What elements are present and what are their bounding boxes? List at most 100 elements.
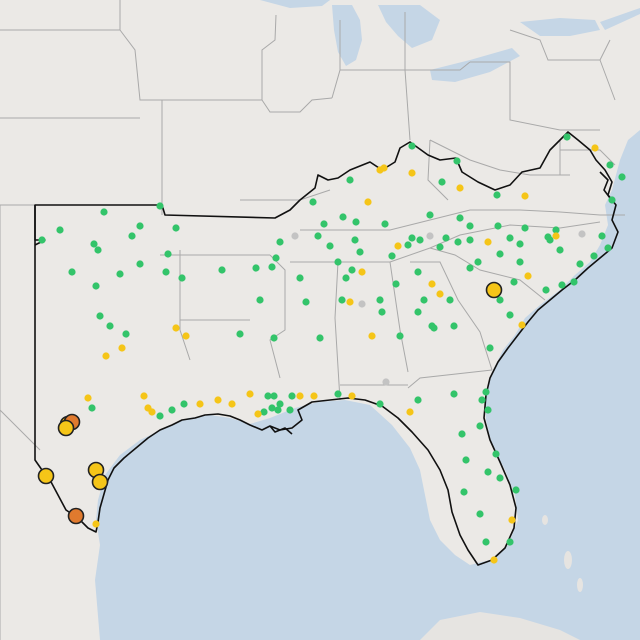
green-marker[interactable] — [476, 422, 484, 430]
yellow-marker[interactable] — [296, 392, 304, 400]
green-marker[interactable] — [604, 244, 612, 252]
green-marker[interactable] — [180, 400, 188, 408]
green-marker[interactable] — [252, 264, 260, 272]
yellow-marker[interactable] — [348, 392, 356, 400]
green-marker[interactable] — [496, 296, 504, 304]
green-marker[interactable] — [172, 224, 180, 232]
green-marker[interactable] — [416, 236, 424, 244]
green-marker[interactable] — [408, 234, 416, 242]
green-marker[interactable] — [476, 510, 484, 518]
yellow-marker[interactable] — [118, 344, 126, 352]
green-marker[interactable] — [392, 280, 400, 288]
green-marker[interactable] — [494, 222, 502, 230]
green-marker[interactable] — [484, 406, 492, 414]
green-marker[interactable] — [414, 308, 422, 316]
yellow-marker[interactable] — [358, 268, 366, 276]
green-marker[interactable] — [436, 243, 444, 251]
large-yellow-marker[interactable] — [485, 281, 503, 299]
green-marker[interactable] — [320, 220, 328, 228]
green-marker[interactable] — [506, 538, 514, 546]
yellow-marker[interactable] — [196, 400, 204, 408]
green-marker[interactable] — [484, 468, 492, 476]
green-marker[interactable] — [264, 392, 272, 400]
yellow-marker[interactable] — [214, 396, 222, 404]
green-marker[interactable] — [466, 236, 474, 244]
yellow-marker[interactable] — [521, 192, 529, 200]
green-marker[interactable] — [156, 202, 164, 210]
green-marker[interactable] — [346, 176, 354, 184]
green-marker[interactable] — [462, 456, 470, 464]
green-marker[interactable] — [268, 263, 276, 271]
green-marker[interactable] — [56, 226, 64, 234]
green-marker[interactable] — [274, 406, 282, 414]
green-marker[interactable] — [474, 258, 482, 266]
green-marker[interactable] — [106, 322, 114, 330]
green-marker[interactable] — [426, 211, 434, 219]
green-marker[interactable] — [486, 344, 494, 352]
yellow-marker[interactable] — [254, 410, 262, 418]
yellow-marker[interactable] — [364, 198, 372, 206]
green-marker[interactable] — [162, 268, 170, 276]
green-marker[interactable] — [492, 450, 500, 458]
green-marker[interactable] — [493, 191, 501, 199]
green-marker[interactable] — [563, 133, 571, 141]
green-marker[interactable] — [381, 220, 389, 228]
green-marker[interactable] — [314, 232, 322, 240]
green-marker[interactable] — [296, 274, 304, 282]
green-marker[interactable] — [236, 330, 244, 338]
green-marker[interactable] — [446, 296, 454, 304]
gray-marker[interactable] — [382, 378, 390, 386]
green-marker[interactable] — [92, 282, 100, 290]
green-marker[interactable] — [414, 396, 422, 404]
green-marker[interactable] — [388, 252, 396, 260]
green-marker[interactable] — [576, 260, 584, 268]
green-marker[interactable] — [302, 298, 310, 306]
green-marker[interactable] — [558, 281, 566, 289]
yellow-marker[interactable] — [182, 332, 190, 340]
green-marker[interactable] — [100, 208, 108, 216]
yellow-marker[interactable] — [380, 164, 388, 172]
green-marker[interactable] — [286, 406, 294, 414]
green-marker[interactable] — [136, 222, 144, 230]
green-marker[interactable] — [270, 392, 278, 400]
green-marker[interactable] — [450, 390, 458, 398]
green-marker[interactable] — [450, 322, 458, 330]
green-marker[interactable] — [276, 238, 284, 246]
green-marker[interactable] — [542, 286, 550, 294]
green-marker[interactable] — [68, 268, 76, 276]
green-marker[interactable] — [521, 224, 529, 232]
green-marker[interactable] — [272, 254, 280, 262]
green-marker[interactable] — [276, 400, 284, 408]
green-marker[interactable] — [376, 296, 384, 304]
green-marker[interactable] — [351, 236, 359, 244]
green-marker[interactable] — [376, 400, 384, 408]
green-marker[interactable] — [38, 236, 46, 244]
green-marker[interactable] — [482, 538, 490, 546]
green-marker[interactable] — [338, 296, 346, 304]
yellow-marker[interactable] — [92, 520, 100, 528]
green-marker[interactable] — [414, 268, 422, 276]
green-marker[interactable] — [288, 392, 296, 400]
green-marker[interactable] — [510, 278, 518, 286]
gray-marker[interactable] — [578, 230, 586, 238]
green-marker[interactable] — [164, 250, 172, 258]
green-marker[interactable] — [516, 258, 524, 266]
large-orange-marker[interactable] — [67, 507, 85, 525]
green-marker[interactable] — [396, 332, 404, 340]
green-marker[interactable] — [482, 388, 490, 396]
gray-marker[interactable] — [358, 300, 366, 308]
yellow-marker[interactable] — [394, 242, 402, 250]
green-marker[interactable] — [378, 308, 386, 316]
green-marker[interactable] — [339, 213, 347, 221]
yellow-marker[interactable] — [518, 321, 526, 329]
yellow-marker[interactable] — [310, 392, 318, 400]
yellow-marker[interactable] — [346, 298, 354, 306]
green-marker[interactable] — [116, 270, 124, 278]
yellow-marker[interactable] — [228, 400, 236, 408]
yellow-marker[interactable] — [428, 280, 436, 288]
green-marker[interactable] — [168, 406, 176, 414]
large-yellow-marker[interactable] — [57, 419, 75, 437]
green-marker[interactable] — [460, 488, 468, 496]
green-marker[interactable] — [552, 226, 560, 234]
